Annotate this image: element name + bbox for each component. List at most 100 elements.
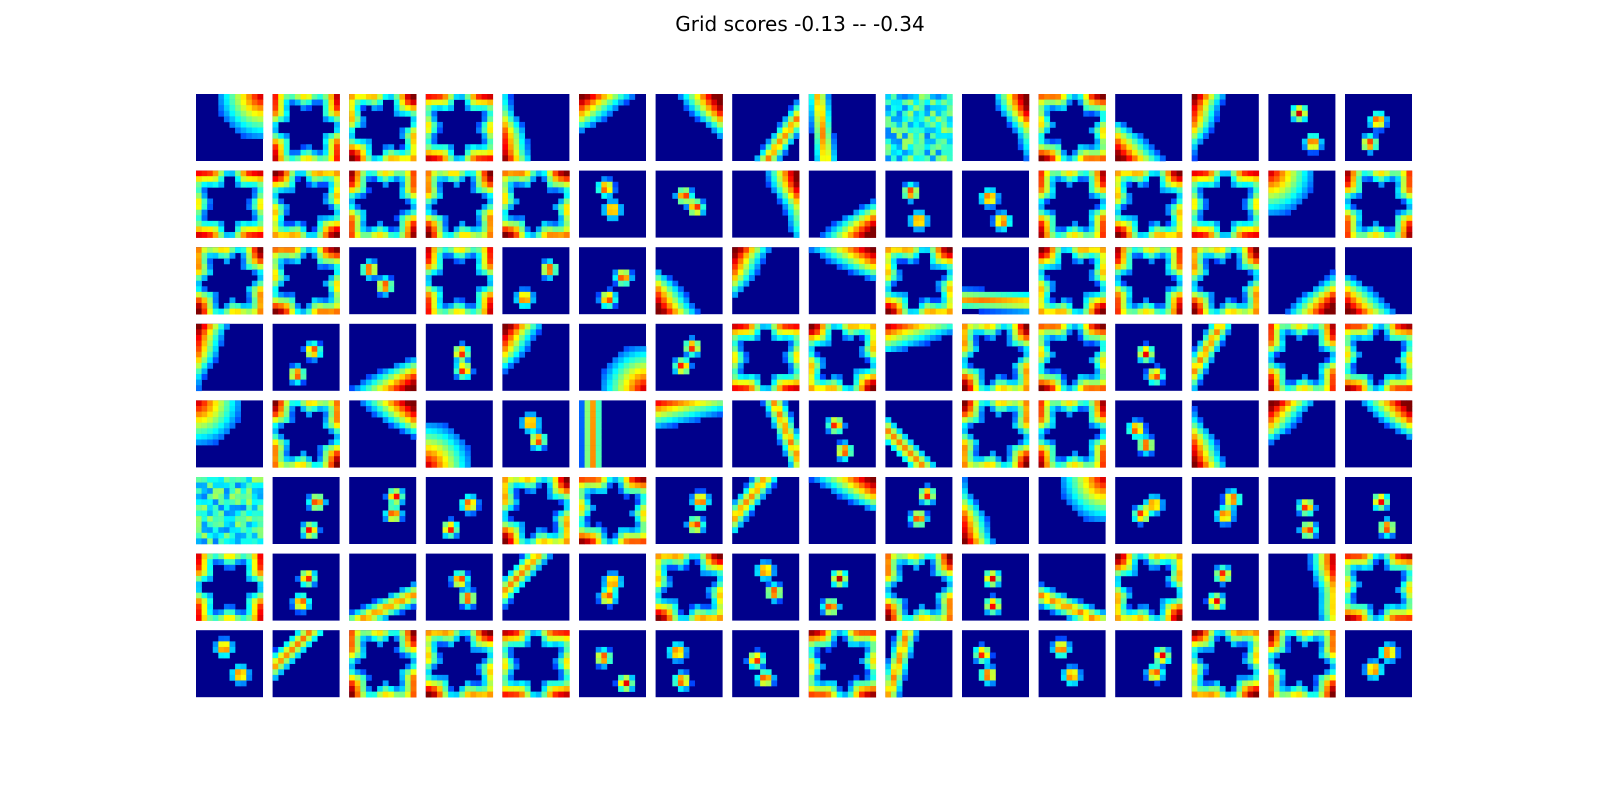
heatmap-cell: [289, 456, 296, 463]
heatmap-cell: [535, 439, 542, 446]
heatmap-cell: [1285, 428, 1292, 435]
heatmap-cell: [257, 258, 264, 265]
heatmap-cell: [283, 445, 290, 451]
heatmap-cell: [1012, 308, 1019, 315]
heatmap-cell: [519, 138, 526, 145]
heatmap-cell: [962, 357, 968, 364]
heatmap-cell: [1038, 99, 1045, 106]
heatmap-cell: [634, 362, 641, 369]
heatmap-cell: [207, 176, 214, 183]
heatmap-cell: [896, 334, 903, 341]
heatmap-cell: [765, 155, 772, 162]
heatmap-cell: [1290, 204, 1297, 210]
heatmap-cell: [1126, 144, 1133, 151]
heatmap-cell: [507, 133, 514, 139]
heatmap-cell: [436, 450, 443, 457]
heatmap-cell: [1345, 187, 1351, 194]
heatmap-cell: [563, 204, 570, 210]
heatmap-cell: [251, 538, 258, 545]
heatmap-cell: [442, 422, 449, 429]
heatmap-cell: [601, 379, 608, 386]
heatmap-cell: [967, 400, 974, 407]
heatmap-cell: [793, 439, 800, 446]
heatmap-cell: [864, 269, 871, 276]
heatmap-cell: [1049, 400, 1056, 407]
heatmap-cell: [257, 215, 264, 222]
heatmap-cell: [196, 323, 202, 330]
heatmap-cell: [601, 374, 608, 380]
heatmap-cell: [760, 400, 766, 407]
heatmap-cell: [1017, 323, 1024, 330]
heatmap-cell: [924, 329, 931, 336]
heatmap-cell: [436, 176, 443, 183]
heatmap-cell: [306, 181, 312, 188]
heatmap-cell: [1049, 99, 1056, 106]
heatmap-cell: [530, 428, 537, 435]
heatmap-cell: [1126, 247, 1133, 254]
heatmap-cell: [941, 252, 948, 259]
heatmap-cell: [235, 110, 241, 117]
heatmap-cell: [606, 297, 613, 304]
heatmap-cell: [502, 187, 509, 194]
heatmap-cell: [902, 456, 909, 463]
heatmap-cell: [1055, 303, 1062, 309]
heatmap-cell: [322, 303, 329, 309]
heatmap-cell: [212, 340, 219, 347]
heatmap-cell: [300, 226, 307, 233]
heatmap-cell: [1214, 232, 1221, 238]
heatmap-cell: [399, 133, 406, 139]
heatmap-cell: [1406, 181, 1413, 188]
heatmap-cell: [1100, 428, 1106, 435]
heatmap-cell: [584, 411, 591, 418]
heatmap-cell: [962, 456, 968, 463]
heatmap-cell: [218, 527, 225, 534]
heatmap-cell: [1023, 461, 1030, 468]
heatmap-cell: [918, 144, 925, 151]
heatmap-cell: [212, 351, 219, 358]
heatmap-cell: [1049, 181, 1056, 188]
heatmap-cell: [1088, 226, 1095, 233]
heatmap-cell: [584, 94, 591, 100]
heatmap-cell: [257, 105, 264, 112]
heatmap-cell: [251, 127, 258, 134]
heatmap-cell: [425, 456, 432, 463]
heatmap-cell: [776, 155, 783, 162]
heatmap-cell: [655, 417, 662, 424]
heatmap-cell: [717, 110, 723, 117]
heatmap-cell: [655, 303, 662, 309]
heatmap-cell: [393, 176, 400, 183]
heatmap-cell: [590, 445, 597, 451]
heatmap-cell: [1307, 181, 1314, 188]
heatmap-cell: [235, 127, 241, 134]
heatmap-cell: [272, 258, 279, 265]
heatmap-cell: [1290, 323, 1297, 330]
heatmap-cell: [606, 105, 613, 112]
heatmap-cell: [1066, 303, 1073, 309]
heatmap-cell: [229, 232, 236, 238]
heatmap-cell: [541, 170, 548, 177]
heatmap-cell: [689, 405, 695, 412]
heatmap-cell: [251, 170, 258, 177]
heatmap-cell: [246, 121, 253, 128]
heatmap-cell: [1247, 226, 1254, 233]
heatmap-cell: [890, 121, 897, 128]
heatmap-cell: [1060, 400, 1067, 407]
heatmap-cell: [907, 181, 914, 188]
heatmap-cell: [382, 400, 389, 407]
heatmap-cell: [1159, 247, 1166, 254]
heatmap-cell: [655, 405, 662, 412]
heatmap-cell: [322, 138, 329, 145]
heatmap-cell: [246, 105, 253, 112]
heatmap-cell: [913, 334, 920, 341]
heatmap-cell: [1171, 220, 1177, 227]
heatmap-cell: [1384, 334, 1390, 341]
heatmap-cell: [371, 379, 378, 386]
heatmap-cell: [1137, 445, 1144, 451]
heatmap-cell: [737, 334, 744, 341]
heatmap-cell: [1214, 340, 1221, 347]
heatmap-cell: [1296, 105, 1303, 112]
heatmap-cell: [513, 215, 520, 222]
heatmap-cell: [1072, 258, 1078, 265]
heatmap-cell: [946, 308, 953, 315]
heatmap-cell: [771, 400, 778, 407]
